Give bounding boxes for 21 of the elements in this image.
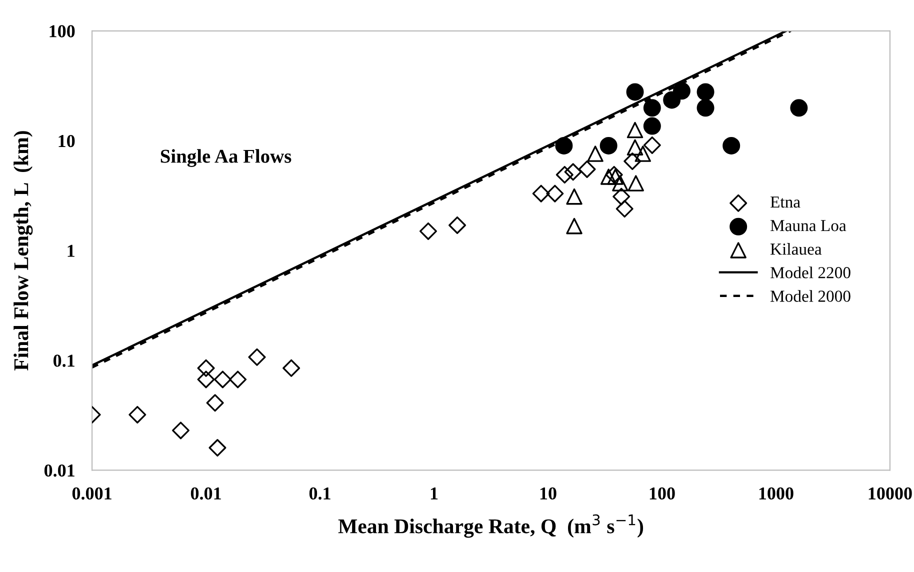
y-tick-label: 0.1: [53, 354, 74, 367]
y-tick-label: 10: [58, 134, 75, 148]
x-tick-label: 1000: [759, 487, 794, 500]
x-tick-label: 0.01: [190, 487, 221, 500]
legend-label: Model 2200: [770, 266, 850, 278]
y-tick-label: 0.01: [44, 464, 74, 477]
y-tick-label: 1: [68, 244, 74, 257]
x-tick-label: 100: [650, 487, 675, 500]
x-axis-title: Mean Discharge Rate, Q (m$^{3}$ s$^{−1}$): [338, 514, 644, 538]
annotation: Single Aa Flows: [160, 149, 292, 167]
legend-label: Model 2000: [770, 290, 850, 302]
x-tick-label: 0.1: [309, 487, 330, 500]
x-tick-label: 10: [540, 487, 556, 500]
legend-label: Kilauea: [770, 243, 822, 255]
legend-label: Etna: [770, 196, 800, 208]
legend-label: Mauna Loa: [770, 220, 846, 232]
y-axis-title: Final Flow Length, L (km): [14, 131, 33, 371]
y-tick-label: 100: [50, 25, 75, 38]
x-tick-label: 0.001: [72, 487, 112, 500]
x-tick-label: 1: [430, 487, 438, 500]
x-tick-label: 10000: [868, 487, 912, 500]
